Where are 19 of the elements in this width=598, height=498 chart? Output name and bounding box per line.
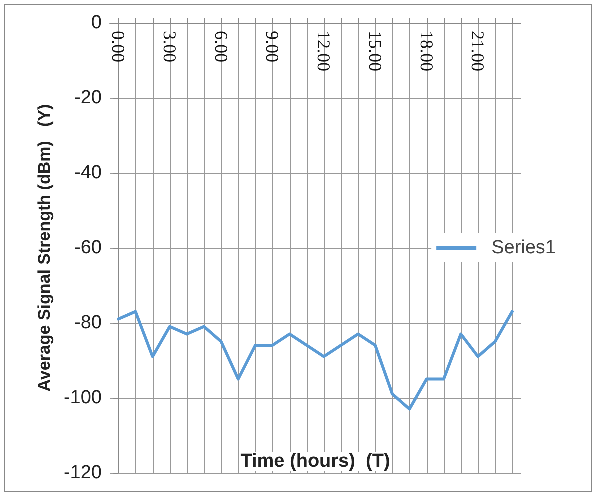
y-tick-label: -120 xyxy=(64,462,102,484)
x-tick-label: 0.00 xyxy=(108,31,129,62)
y-tick-label: -20 xyxy=(74,88,102,108)
x-axis-title: Time (hours) (T) xyxy=(240,451,390,472)
x-tick-label: 6.00 xyxy=(211,31,232,62)
y-tick-label: -40 xyxy=(74,162,102,184)
y-tick-label: -100 xyxy=(64,388,102,408)
x-tick-label: 18.00 xyxy=(416,31,437,72)
y-tick-label: -60 xyxy=(74,238,102,258)
x-tick-label: 9.00 xyxy=(262,31,283,62)
x-tick-label: 12.00 xyxy=(314,31,334,72)
y-tick-label: -80 xyxy=(74,312,102,334)
y-tick-label: 0 xyxy=(91,12,102,34)
y-axis-title: Average Signal Strength (dBm) (Y) xyxy=(35,104,54,392)
x-tick-label: 21.00 xyxy=(468,31,488,72)
line-series xyxy=(117,310,514,411)
legend-label: Series1 xyxy=(492,238,556,258)
x-tick-label: 3.00 xyxy=(160,31,180,62)
x-tick-label: 15.00 xyxy=(365,31,386,72)
